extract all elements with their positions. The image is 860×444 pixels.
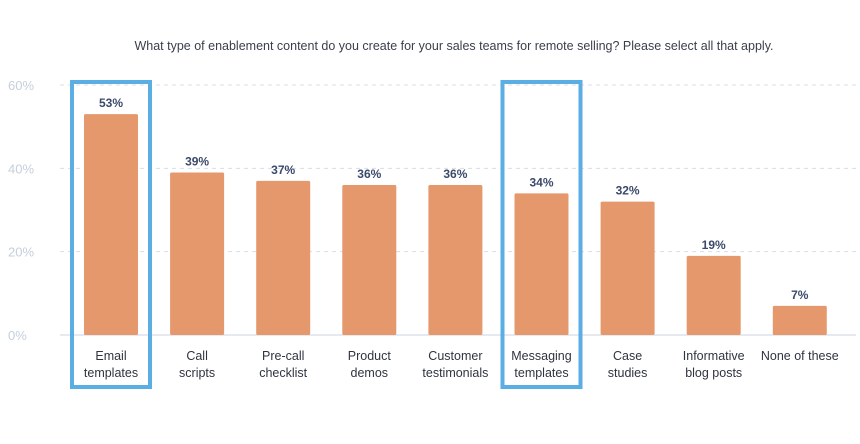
bar <box>256 180 311 335</box>
bar <box>600 201 655 335</box>
category-labels: Email templates Call scripts Pre-call checkli… <box>84 349 839 380</box>
value-label: 39% <box>185 155 209 169</box>
value-label: 34% <box>529 175 553 189</box>
category-label: Customer testimonials <box>422 349 488 380</box>
highlight-box <box>70 80 152 389</box>
category-label: Email templates <box>84 349 138 380</box>
y-tick-label: 60% <box>8 78 34 93</box>
category-label: Informative blog posts <box>683 349 745 380</box>
bar <box>772 305 827 335</box>
value-label: 32% <box>616 184 640 198</box>
highlight-boxes <box>70 80 583 389</box>
highlight-box <box>500 80 583 389</box>
y-axis-tick-labels: 0% 20% 40% 60% <box>8 78 34 343</box>
value-labels: 53% 39% 37% 36% 36% 34% 32% 19% 7% <box>99 96 809 302</box>
category-label: Messaging templates <box>511 349 571 380</box>
bars <box>84 114 827 336</box>
value-label: 36% <box>357 167 381 181</box>
category-label: None of these <box>761 349 839 363</box>
value-label: 19% <box>702 238 726 252</box>
value-label: 53% <box>99 96 123 110</box>
category-label: Case studies <box>608 349 648 380</box>
category-label: Pre-call checklist <box>259 349 307 380</box>
bar <box>686 255 741 335</box>
y-tick-label: 20% <box>8 245 34 260</box>
bar <box>84 114 138 336</box>
bar <box>428 185 483 335</box>
value-label: 37% <box>271 163 295 177</box>
value-label: 7% <box>791 288 809 302</box>
y-tick-label: 40% <box>8 161 34 176</box>
bar <box>342 185 397 335</box>
chart-title: What type of enablement content do you c… <box>134 39 773 53</box>
value-label: 36% <box>443 167 467 181</box>
category-label: Product demos <box>348 349 392 380</box>
category-label: Call scripts <box>179 349 215 380</box>
y-tick-label: 0% <box>8 328 27 343</box>
bar <box>170 172 225 335</box>
bar <box>514 193 569 335</box>
